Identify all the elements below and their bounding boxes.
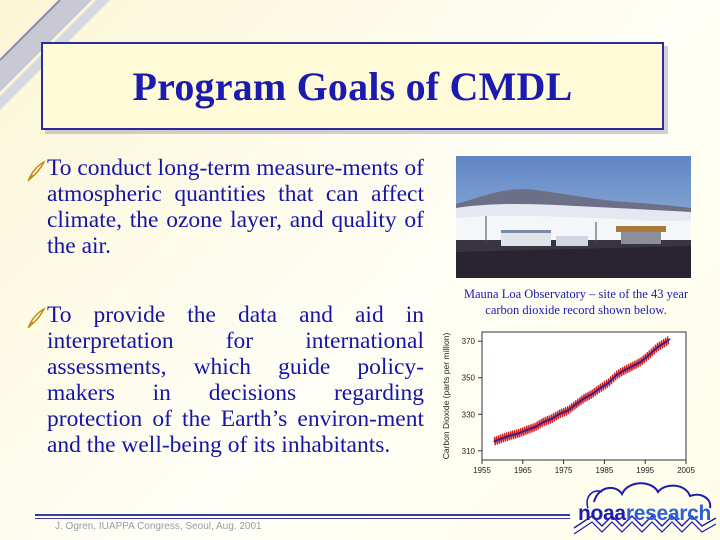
co2-data-point [640,360,642,363]
co2-data-point [534,426,536,428]
co2-data-point [624,369,626,371]
x-tick-label: 1975 [555,466,573,475]
co2-data-point [509,434,512,437]
mauna-loa-observatory-photo [456,156,691,278]
slide-title: Program Goals of CMDL [132,63,573,109]
co2-data-point [583,397,585,400]
photo-caption: Mauna Loa Observatory – site of the 43 y… [463,287,689,317]
co2-data-point [648,353,651,356]
co2-data-point [664,341,667,344]
co2-data-point [591,393,593,395]
y-tick-label: 350 [462,374,476,383]
y-axis-label: Carbon Dioxide (parts per million) [441,333,451,460]
co2-data-point [517,432,520,435]
x-tick-label: 1965 [514,466,532,475]
co2-data-point [607,382,610,384]
y-tick-label: 310 [462,447,476,456]
co2-data-point [550,418,553,420]
footer-divider [35,514,570,519]
co2-data-point [656,346,659,348]
y-tick-label: 330 [462,410,476,419]
co2-data-point [493,440,496,443]
co2-data-point [615,374,618,376]
logo-wordmark: noaaresearch [578,502,711,526]
y-tick-label: 370 [462,337,476,346]
quill-pen-icon [27,160,46,182]
logo-research: research [625,502,711,525]
bullet-assessments: To provide the data and aid in interpret… [47,302,424,458]
noaa-research-logo [573,482,717,535]
quill-pen-icon [27,307,46,329]
co2-chart: 310 330 350 370 1955 1965 1975 1985 1995 2005 Carb… [441,331,695,475]
co2-data-point [668,338,671,341]
co2-data-point [566,409,569,412]
x-tick-label: 2005 [677,466,695,475]
x-tick-label: 1955 [473,466,491,475]
footer-credit: J. Ogren, IUAPPA Congress, Seoul, Aug. 2… [55,521,262,532]
x-tick-label: 1985 [596,466,614,475]
co2-data-point [501,437,504,440]
co2-data-point [558,413,561,415]
title-box: Program Goals of CMDL [41,42,664,130]
co2-data-point [632,365,634,367]
logo-noaa: noaa [578,502,626,525]
co2-data-point [526,429,528,431]
bullet-measurements: To conduct long-term measure-ments of at… [47,155,424,259]
co2-data-point [575,403,577,406]
x-tick-label: 1995 [636,466,654,475]
co2-data-point [599,387,602,389]
co2-data-point [542,421,544,423]
